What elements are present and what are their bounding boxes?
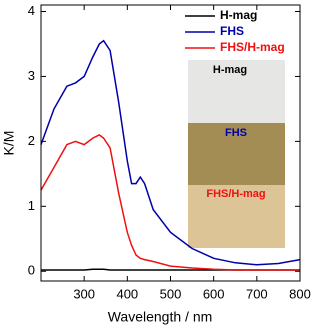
y-tick-label: 3 [28, 68, 35, 83]
y-tick-label: 0 [28, 263, 35, 278]
photo-h-mag [188, 60, 285, 123]
y-tick-label: 4 [28, 3, 35, 18]
annotation: H-mag [213, 64, 247, 76]
photo-fhs [188, 123, 285, 185]
y-axis-label: K/M [1, 131, 17, 156]
x-tick-label: 300 [73, 286, 95, 301]
x-tick-label: 800 [289, 286, 311, 301]
x-tick-label: 400 [116, 286, 138, 301]
line [40, 39, 301, 266]
x-tick-label: 600 [203, 286, 225, 301]
photo-fhs-h-mag [188, 185, 285, 248]
legend-label: FHS [220, 24, 244, 38]
x-tick-label: 700 [246, 286, 268, 301]
annotation: FHS/H-mag [206, 188, 265, 200]
chart: H-mag FHS FHS/H-mag Wavelength / nm K/M … [1, 3, 311, 325]
y-tick-label: 1 [28, 198, 35, 213]
plot-frame [40, 4, 301, 282]
annotation: FHS [225, 127, 247, 139]
line [40, 134, 300, 271]
x-tick-label: 500 [160, 286, 182, 301]
legend-label: FHS/H-mag [220, 40, 285, 54]
x-axis-label: Wavelength / nm [108, 309, 213, 325]
legend-label: H-mag [220, 8, 257, 22]
y-tick-label: 2 [28, 133, 35, 148]
